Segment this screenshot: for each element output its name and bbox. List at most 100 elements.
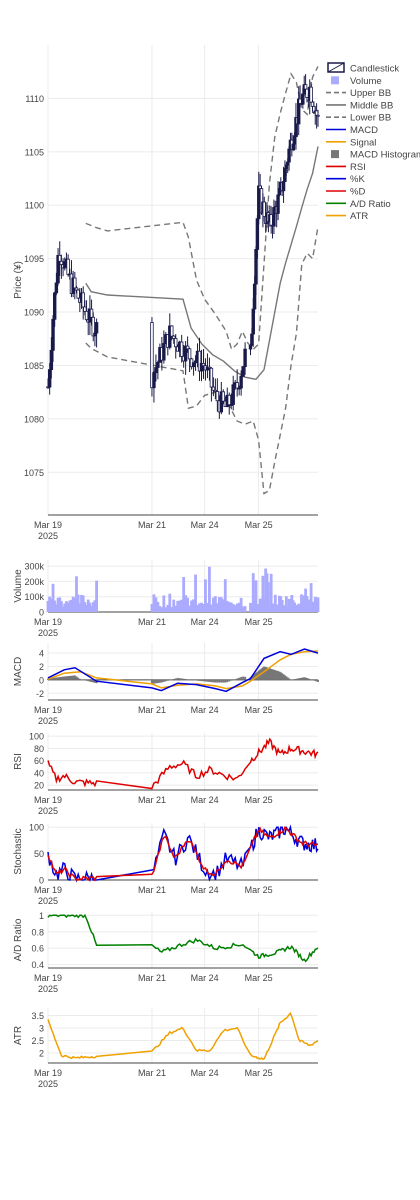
candle-body: [248, 344, 253, 350]
rsi-xtick-label: 2025: [38, 806, 58, 816]
volume-bar: [78, 603, 82, 612]
ad-xtick-label: Mar 21: [138, 973, 166, 983]
volume-bar: [166, 604, 170, 612]
macd-histogram-bar: [296, 678, 299, 680]
macd-histogram-bar: [196, 679, 199, 681]
macd-histogram-bar: [252, 675, 255, 680]
ad-ytick-label: 0.8: [31, 927, 44, 937]
series-rsi: [47, 737, 319, 790]
volume-xtick-label: 2025: [38, 628, 58, 638]
volume-bar: [239, 597, 243, 612]
candle-body: [150, 322, 154, 389]
macd-histogram-bar: [87, 679, 90, 682]
macd-histogram-bar: [261, 667, 264, 680]
candle-body: [239, 375, 243, 389]
ad-ytick-label: 1: [39, 911, 44, 921]
macd-histogram-bar: [297, 678, 300, 680]
legend-label: %D: [350, 187, 365, 198]
macd-histogram-bar: [220, 679, 223, 683]
volume-xtick-label: Mar 24: [191, 617, 219, 627]
macd-histogram-bar: [226, 679, 229, 683]
series-signal: [47, 650, 319, 690]
macd-histogram-bar: [55, 677, 58, 680]
macd-histogram-bar: [234, 679, 237, 680]
macd-histogram-bar: [307, 678, 310, 680]
volume-bar: [192, 599, 195, 612]
macd-histogram-bar: [156, 679, 159, 684]
legend-item-upper-bb: Upper BB: [326, 88, 391, 99]
candle-body: [281, 181, 286, 192]
legend-item--k: %K: [326, 174, 365, 185]
rsi-xtick-label: Mar 21: [138, 795, 166, 805]
macd-histogram-bar: [176, 677, 179, 680]
macd-histogram-bar: [244, 676, 247, 680]
volume-bar: [71, 596, 75, 612]
volume-bars: [46, 566, 320, 612]
macd-histogram-bar: [267, 667, 270, 680]
macd-histogram-bar: [216, 679, 219, 683]
price-ytick-label: 1090: [24, 308, 44, 318]
volume-bar: [309, 583, 313, 612]
price-ylabel: Price (¥): [13, 261, 24, 299]
candle-body: [174, 338, 178, 348]
rsi-ytick-label: 60: [34, 756, 44, 766]
series-atr: [47, 1011, 319, 1061]
macd-histogram-bar: [317, 679, 319, 682]
legend-item-volume: Volume: [331, 76, 382, 87]
volume-bar: [267, 582, 270, 612]
macd-histogram-bar: [263, 666, 266, 680]
legend-label: Lower BB: [350, 113, 391, 124]
volume-bar: [211, 597, 215, 612]
macd-histogram-bar: [315, 679, 318, 682]
legend-item-middle-bb: Middle BB: [326, 100, 393, 111]
volume-bar: [237, 602, 241, 612]
macd-histogram-bar: [77, 677, 80, 680]
candle-body: [47, 369, 52, 388]
macd-histogram-bar: [178, 678, 181, 680]
macd-histogram-bar: [204, 679, 207, 682]
macd-histogram-bar: [238, 677, 241, 680]
macd-histogram-bar: [305, 678, 308, 680]
ad-xtick-label: Mar 19: [34, 973, 62, 983]
macd-histogram-bar: [242, 676, 245, 680]
candle-body: [66, 258, 70, 275]
volume-bar: [76, 594, 80, 612]
legend-label: RSI: [350, 162, 366, 173]
volume-bar: [56, 597, 60, 612]
macd-histogram-bar: [164, 679, 167, 682]
macd-histogram-bar: [271, 669, 274, 680]
volume-bar: [204, 579, 207, 612]
candle-body: [183, 345, 188, 362]
macd-histogram-bar: [275, 670, 278, 680]
macd-histogram-bar: [58, 677, 61, 680]
legend-label: %K: [350, 174, 365, 185]
macd-histogram-bar: [63, 676, 66, 680]
volume-bar: [316, 597, 320, 612]
volume-bar: [65, 601, 68, 612]
macd-histogram-bar: [228, 679, 231, 682]
macd-histogram-bar: [60, 676, 63, 680]
candlestick-series: [46, 74, 320, 419]
macd-xtick-label: Mar 21: [138, 705, 166, 715]
legend-item-signal: Signal: [326, 137, 376, 148]
macd-histogram-bar: [253, 673, 256, 680]
price-xtick-label: Mar 21: [138, 520, 166, 530]
macd-histogram-bar: [47, 678, 49, 680]
legend-label: MACD: [350, 125, 378, 136]
stoch-xtick-label: Mar 24: [191, 885, 219, 895]
volume-bar: [85, 605, 88, 612]
volume-bar: [210, 604, 213, 612]
macd-histogram-bar: [184, 679, 187, 680]
macd-histogram-bar: [286, 677, 289, 680]
price-ytick-label: 1105: [25, 147, 44, 157]
macd-histogram-bar: [85, 679, 88, 681]
candle-body: [211, 386, 216, 391]
legend-item-lower-bb: Lower BB: [326, 113, 391, 124]
macd-histogram-bar: [218, 679, 221, 683]
candle-body: [237, 387, 241, 390]
macd-histogram-bar: [73, 675, 76, 680]
stoch-ytick-label: 0: [39, 876, 44, 886]
macd-histogram-bar: [208, 679, 211, 682]
stoch-ylabel: Stochastic: [13, 828, 24, 874]
